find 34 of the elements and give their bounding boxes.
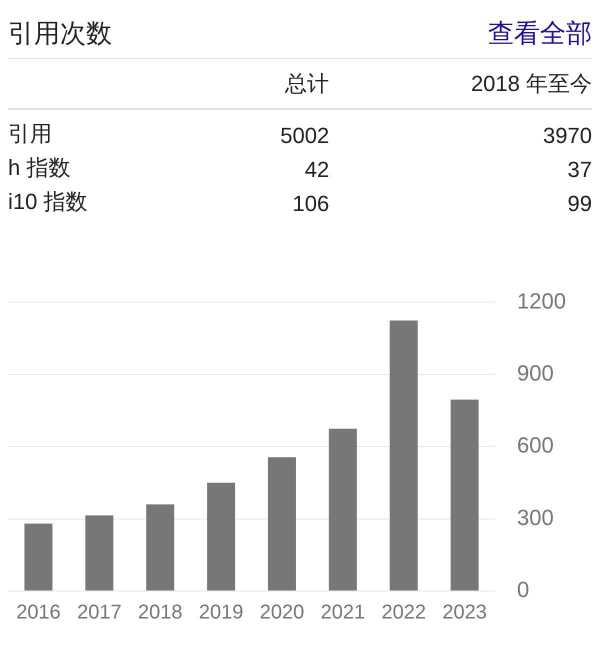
text: 查看全部	[488, 16, 592, 50]
bar	[328, 428, 357, 590]
text: 引用	[8, 120, 53, 148]
text: 2018 年至今	[470, 70, 592, 98]
text: i10 指数	[8, 188, 88, 216]
bar	[268, 457, 296, 590]
x-tick-label: 2016	[16, 602, 61, 624]
text: 总计	[284, 70, 330, 98]
bar	[85, 515, 114, 590]
y-tick-label: 0	[517, 577, 530, 602]
x-tick-label: 2023	[442, 602, 487, 624]
x-tick-label: 2019	[198, 602, 244, 624]
y-tick-label: 900	[517, 360, 554, 386]
x-tick-label: 2018	[138, 602, 182, 624]
x-tick-label: 2021	[320, 602, 366, 624]
text: 106	[291, 190, 330, 217]
y-tick-label: 600	[517, 432, 554, 458]
x-tick-label: 2022	[381, 602, 426, 624]
x-tick-label: 2020	[260, 602, 304, 624]
text: 42	[304, 156, 330, 183]
text: 99	[566, 190, 592, 217]
text: h 指数	[8, 154, 72, 182]
text: 37	[566, 156, 592, 183]
bar	[146, 504, 174, 590]
y-tick-label: 1200	[517, 288, 566, 314]
y-tick-label: 300	[517, 504, 554, 530]
bar	[390, 320, 418, 590]
text: 3970	[542, 122, 592, 149]
chart-title: 引用次数	[8, 16, 112, 50]
bar	[207, 482, 236, 590]
text: 5002	[279, 122, 330, 149]
bar	[24, 524, 52, 590]
bar	[450, 400, 479, 590]
x-tick-label: 2017	[77, 602, 122, 624]
